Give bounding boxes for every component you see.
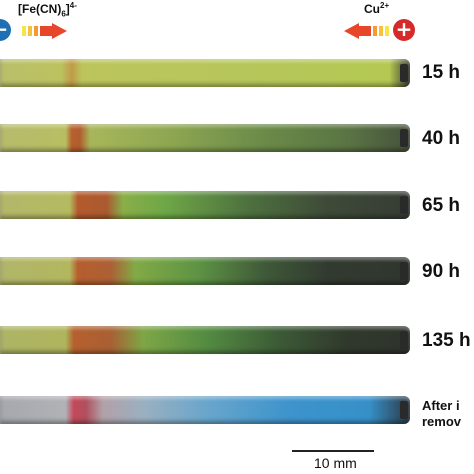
copper-ion-label: Cu2+ (364, 1, 390, 16)
tube-end-cap (400, 331, 408, 349)
after-label-line2: remov (422, 414, 462, 429)
negative-electrode-icon: − (0, 19, 11, 41)
ferrocyanide-label: [Fe(CN)6]4- (18, 1, 77, 19)
gel-tube-15h (0, 59, 410, 87)
time-label-135h: 135 h (422, 330, 471, 351)
tube-end-cap (400, 401, 408, 419)
anion-migration-arrow-icon (22, 23, 67, 39)
time-label-15h: 15 h (422, 62, 461, 83)
after-removal-label: After i remov (422, 398, 461, 430)
gel-tube-after-removal (0, 396, 410, 424)
after-label-line1: After i (422, 398, 460, 413)
tube-end-cap (400, 64, 408, 82)
positive-electrode-icon: + (393, 19, 415, 41)
scale-bar-label: 10 mm (314, 455, 357, 471)
tube-end-cap (400, 196, 408, 214)
time-label-65h: 65 h (422, 195, 461, 216)
cation-migration-arrow-icon (344, 23, 389, 39)
tube-end-cap (400, 262, 408, 280)
gel-tube-135h (0, 326, 410, 354)
tube-end-cap (400, 129, 408, 147)
time-label-40h: 40 h (422, 128, 461, 149)
gel-tube-90h (0, 257, 410, 285)
gel-tube-40h (0, 124, 410, 152)
time-label-90h: 90 h (422, 261, 461, 282)
scale-bar (292, 450, 374, 452)
gel-tube-65h (0, 191, 410, 219)
